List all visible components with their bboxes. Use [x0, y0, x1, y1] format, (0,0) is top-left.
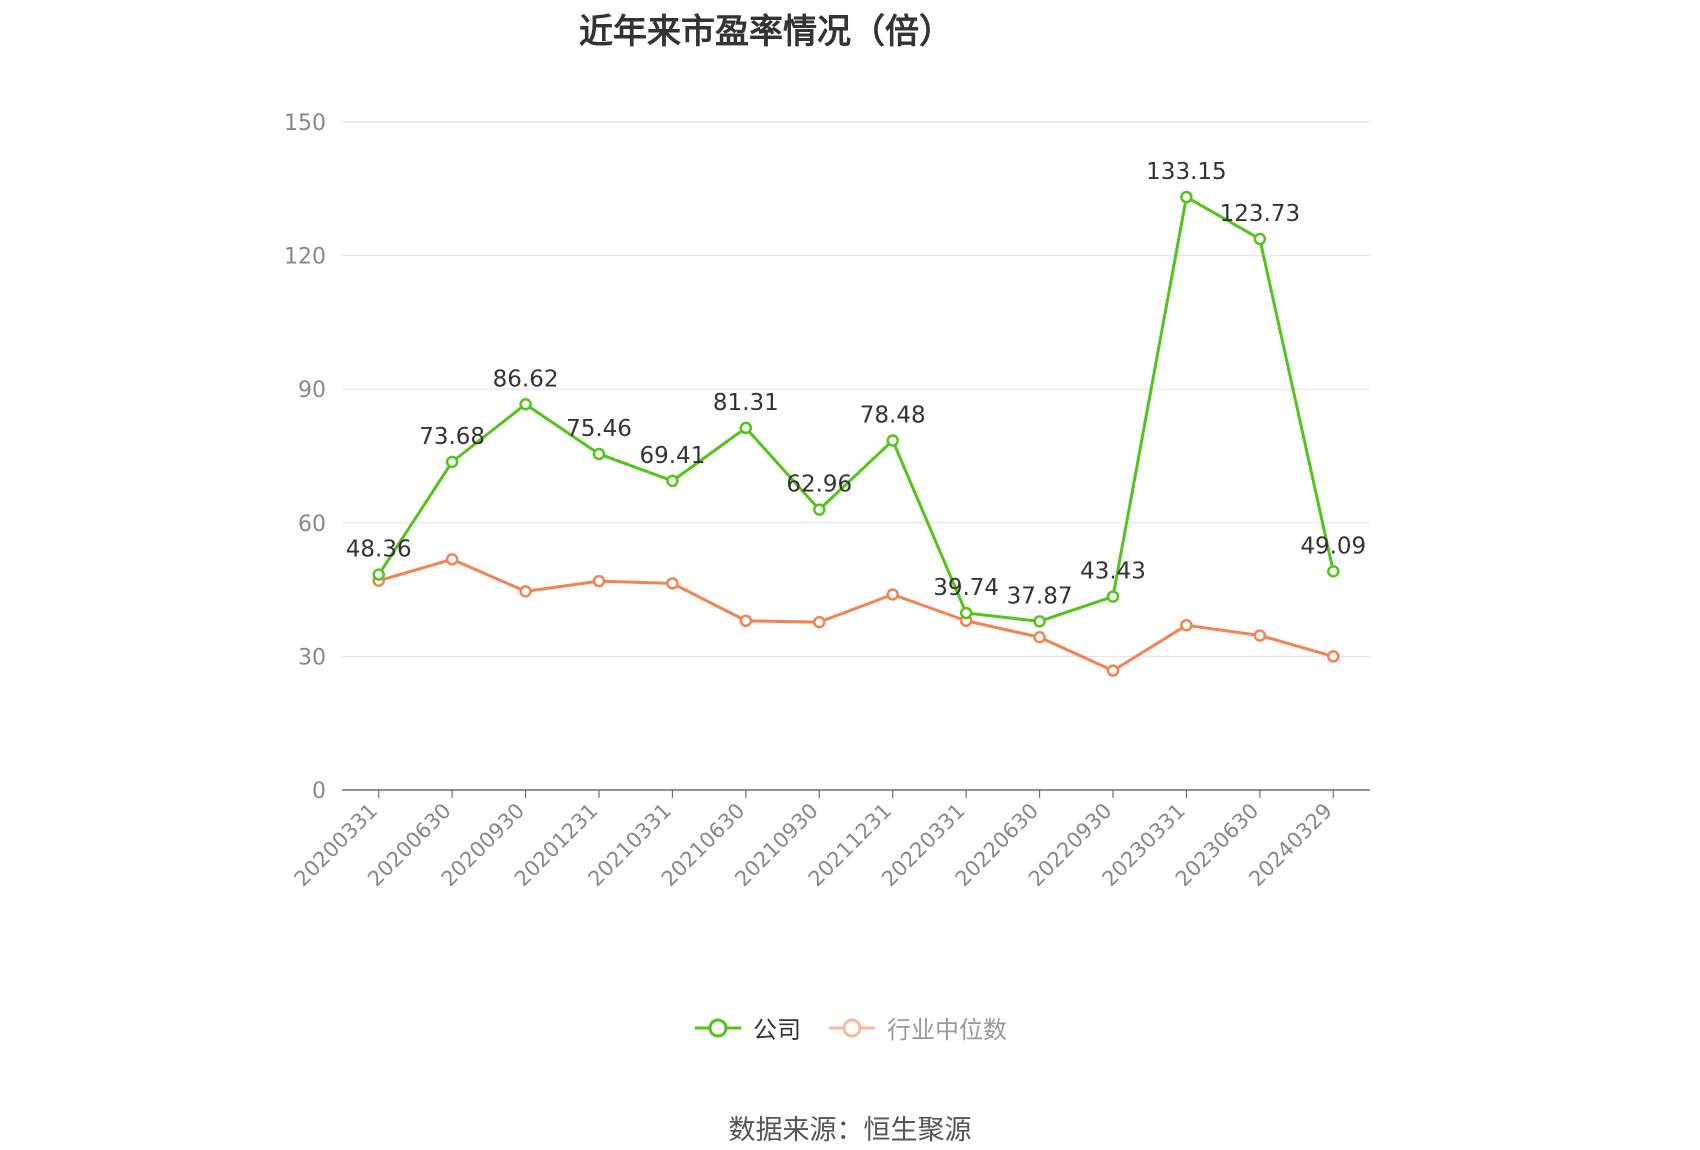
data-label-company: 43.43: [1080, 559, 1146, 585]
chart-title: 近年来市盈率情况（倍）: [579, 12, 953, 52]
data-point-industry: [1106, 664, 1120, 677]
data-point-company: [813, 503, 826, 516]
grid-lines: [342, 121, 1370, 658]
data-label-company: 78.48: [860, 403, 926, 429]
data-point-company: [1327, 565, 1340, 578]
data-point-company: [739, 421, 753, 435]
data-label-company: 75.46: [566, 416, 632, 442]
series-line-company: [377, 195, 1335, 623]
legend-company-label: 公司: [753, 1016, 801, 1044]
data-label-company: 73.68: [419, 424, 485, 450]
legend-item-company[interactable]: 公司: [693, 1010, 801, 1045]
data-point-industry: [592, 574, 606, 588]
y-tick-label: 0: [312, 779, 326, 804]
data-point-industry: [1033, 631, 1046, 644]
data-point-company: [445, 455, 459, 469]
data-point-company: [1253, 232, 1267, 246]
data-point-company: [372, 568, 385, 581]
data-point-company: [1033, 615, 1046, 628]
series: [372, 190, 1340, 677]
data-label-company: 81.31: [713, 390, 779, 416]
y-tick-label: 150: [284, 111, 326, 136]
data-point-industry: [1253, 629, 1267, 642]
data-point-industry: [813, 615, 826, 629]
data-label-company: 48.36: [346, 537, 412, 563]
data-label-company: 49.09: [1300, 533, 1366, 559]
legend: 公司 行业中位数: [0, 1010, 1700, 1045]
data-point-company: [519, 398, 532, 411]
data-point-industry: [1327, 650, 1340, 663]
legend-item-industry[interactable]: 行业中位数: [827, 1010, 1007, 1045]
data-point-industry: [666, 577, 679, 590]
data-point-industry: [886, 588, 899, 601]
source-note: 数据来源：恒生聚源: [728, 1115, 972, 1146]
axes: 0306090120150202003312020063020200930202…: [284, 111, 1370, 891]
data-point-company: [1180, 190, 1193, 204]
data-point-industry: [1180, 618, 1193, 632]
data-label-company: 86.62: [493, 366, 559, 392]
series-line-industry: [378, 557, 1334, 673]
data-label-company: 69.41: [639, 443, 705, 469]
y-tick-label: 120: [284, 245, 326, 270]
data-label-company: 133.15: [1146, 159, 1226, 185]
data-point-industry: [739, 614, 753, 628]
data-label-company: 37.87: [1007, 583, 1073, 609]
data-point-industry: [519, 585, 532, 598]
data-labels: 48.36 73.68 86.62 75.46 69.41 81.31 62.96 78.48…: [346, 159, 1366, 609]
y-tick-label: 90: [298, 378, 326, 403]
y-tick-label: 60: [298, 512, 326, 537]
data-point-company: [959, 606, 973, 620]
legend-company-icon: [695, 1018, 741, 1037]
data-point-company: [592, 447, 606, 461]
data-point-company: [1106, 590, 1120, 603]
data-point-company: [666, 474, 679, 488]
line-chart: 0306090120150202003312020063020200930202…: [284, 111, 1370, 891]
data-point-industry: [445, 553, 459, 566]
data-point-company: [886, 434, 899, 447]
legend-industry-label: 行业中位数: [887, 1016, 1007, 1044]
data-label-company: 123.73: [1220, 201, 1300, 227]
y-tick-label: 30: [298, 645, 326, 670]
legend-industry-icon: [829, 1018, 875, 1037]
data-label-company: 62.96: [786, 472, 852, 498]
data-label-company: 39.74: [933, 575, 999, 601]
